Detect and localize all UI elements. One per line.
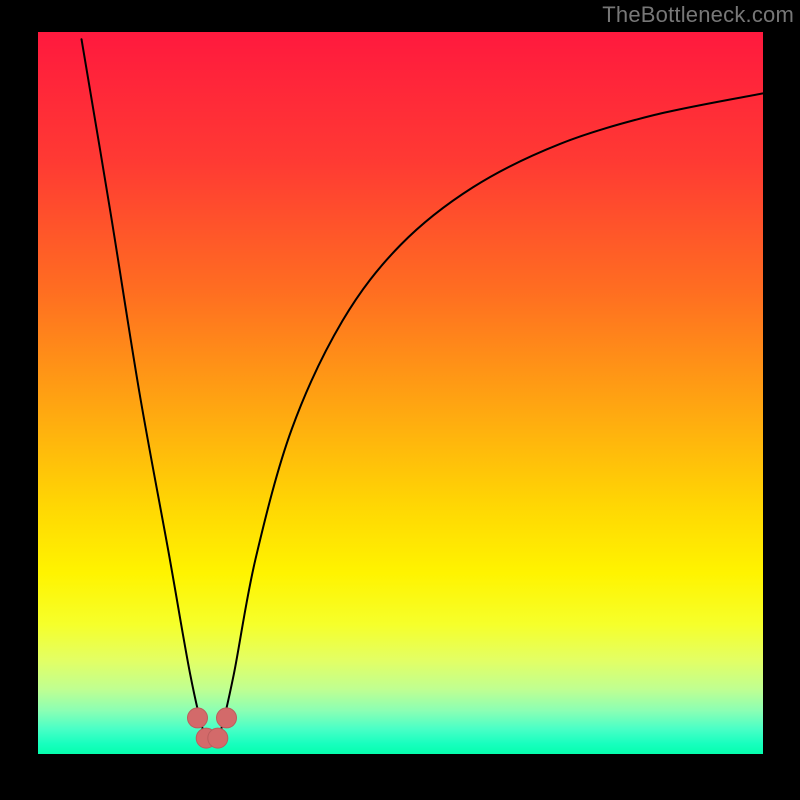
match-marker — [217, 708, 237, 728]
plot-svg — [38, 32, 763, 754]
chart-frame: TheBottleneck.com — [0, 0, 800, 800]
match-marker — [188, 708, 208, 728]
match-marker — [208, 728, 228, 748]
plot-area — [38, 32, 763, 754]
watermark-text: TheBottleneck.com — [602, 2, 794, 28]
gradient-background — [38, 32, 763, 754]
